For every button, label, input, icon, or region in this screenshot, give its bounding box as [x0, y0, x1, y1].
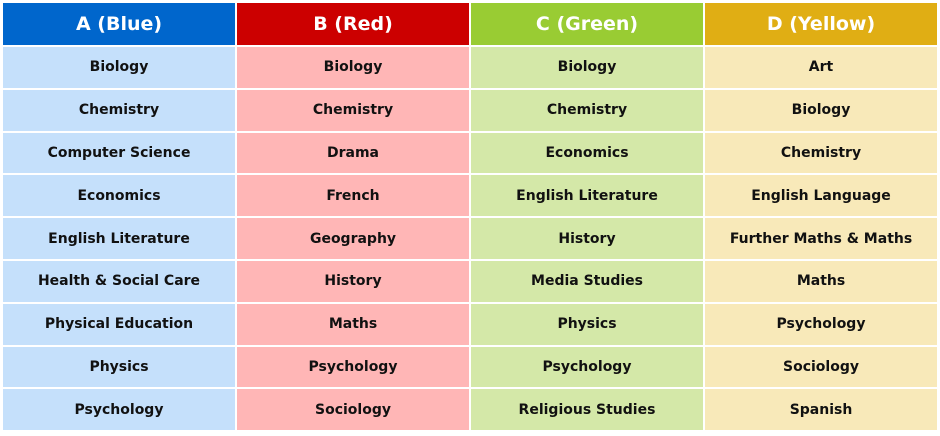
subject-cell: French — [237, 175, 469, 217]
subject-cell: Media Studies — [471, 260, 703, 302]
subject-cell: English Language — [705, 175, 937, 217]
subject-cell: English Literature — [471, 175, 703, 217]
subject-cell: Chemistry — [237, 89, 469, 131]
subject-cell: Sociology — [237, 389, 469, 431]
column-c-green: C (Green) Biology Chemistry Economics En… — [471, 3, 703, 432]
subject-cell: English Literature — [3, 218, 235, 259]
subject-cell: Economics — [3, 175, 235, 217]
column-header: D (Yellow) — [705, 3, 937, 45]
subject-cell: Further Maths & Maths — [705, 218, 937, 259]
subject-cell: Drama — [237, 132, 469, 174]
column-d-yellow: D (Yellow) Art Biology Chemistry English… — [705, 3, 937, 432]
option-blocks-table: A (Blue) Biology Chemistry Computer Scie… — [3, 3, 937, 432]
subject-cell: Psychology — [3, 389, 235, 431]
subject-cell: Spanish — [705, 389, 937, 431]
subject-cell: Psychology — [705, 303, 937, 345]
subject-cell: Sociology — [705, 346, 937, 388]
subject-cell: Maths — [705, 260, 937, 302]
column-b-red: B (Red) Biology Chemistry Drama French G… — [237, 3, 469, 432]
subject-cell: Computer Science — [3, 132, 235, 174]
subject-cell: Chemistry — [705, 132, 937, 174]
subject-cell: History — [237, 260, 469, 302]
column-a-blue: A (Blue) Biology Chemistry Computer Scie… — [3, 3, 235, 432]
subject-cell: Physics — [3, 346, 235, 388]
subject-cell: Biology — [471, 47, 703, 88]
subject-cell: Physics — [471, 303, 703, 345]
subject-cell: Biology — [705, 89, 937, 131]
subject-cell: Biology — [237, 47, 469, 88]
subject-cell: Physical Education — [3, 303, 235, 345]
subject-cell: Maths — [237, 303, 469, 345]
column-header: B (Red) — [237, 3, 469, 45]
subject-cell: Geography — [237, 218, 469, 259]
subject-cell: Economics — [471, 132, 703, 174]
column-header: C (Green) — [471, 3, 703, 45]
subject-cell: Biology — [3, 47, 235, 88]
subject-cell: Art — [705, 47, 937, 88]
subject-cell: Health & Social Care — [3, 260, 235, 302]
subject-cell: Chemistry — [471, 89, 703, 131]
subject-cell: Religious Studies — [471, 389, 703, 431]
column-header: A (Blue) — [3, 3, 235, 45]
subject-cell: Chemistry — [3, 89, 235, 131]
subject-cell: Psychology — [237, 346, 469, 388]
subject-cell: Psychology — [471, 346, 703, 388]
subject-cell: History — [471, 218, 703, 259]
